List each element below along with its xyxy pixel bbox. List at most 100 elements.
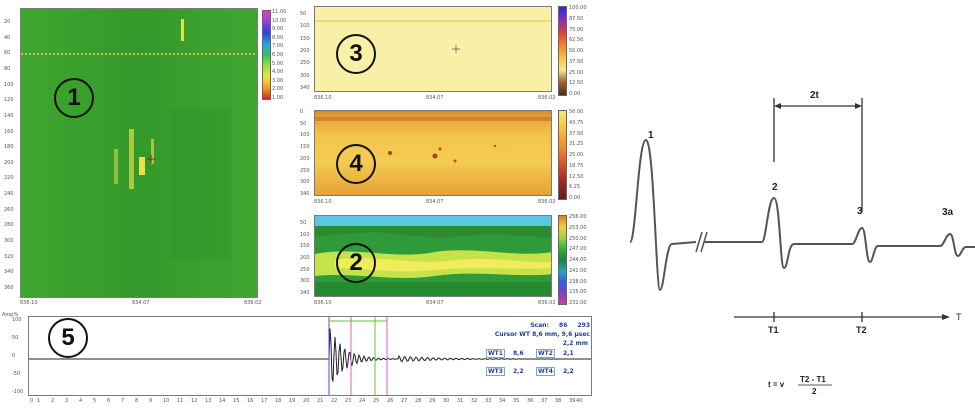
x-tick-label: 10 xyxy=(163,398,170,404)
x-tick-label: 12 xyxy=(191,398,198,404)
y-tick-label: 200 xyxy=(300,255,310,261)
y-tick-label: 100 xyxy=(300,132,310,139)
x-tick-label: 4 xyxy=(79,398,83,404)
scan-label: Scan: xyxy=(530,322,549,329)
x-tick-label: 834.07 xyxy=(426,95,444,101)
x-tick-label: 23 xyxy=(345,398,352,404)
x-tick-label: 33 xyxy=(485,398,492,404)
x-tick-label: 34 xyxy=(499,398,506,404)
x-tick-label: 6 xyxy=(107,398,111,404)
y-tick-label: 300 xyxy=(4,238,14,245)
y-tick-label: 260 xyxy=(4,206,14,213)
panel-3-label-circle: 3 xyxy=(336,34,376,74)
colorbar-label: 75.00 xyxy=(569,26,584,33)
colorbar-label: 87.50 xyxy=(569,15,584,22)
x-tick-label: 2 xyxy=(51,398,55,404)
x-tick-label: 25 xyxy=(373,398,380,404)
panel-1-label: 1 xyxy=(67,84,81,111)
colorbar-label: 31.25 xyxy=(569,141,584,148)
formula-lhs: t = v xyxy=(768,380,785,389)
x-tick-label: 37 xyxy=(541,398,548,404)
y-tick-label: 80 xyxy=(4,65,11,72)
panel-1: 20 40 60 80 100 120 140 160 180 200 220 240 260 280 30… xyxy=(0,0,290,308)
colorbar-label: 43.75 xyxy=(569,119,584,126)
x-tick-label: 36 xyxy=(527,398,534,404)
colorbar-label: 37.50 xyxy=(569,130,584,137)
colorbar-label: 37.50 xyxy=(569,58,584,65)
colorbar-label: 232.00 xyxy=(569,300,587,306)
x-tick-label: 836.02 xyxy=(244,300,262,306)
wt4-label: WT4 xyxy=(536,367,555,376)
y-tick-label: 100 xyxy=(4,81,14,88)
y-tick-label: 240 xyxy=(4,191,14,198)
y-tick-label: 250 xyxy=(300,167,310,174)
colorbar-label: 50.00 xyxy=(569,109,584,115)
y-tick-label: 340 xyxy=(300,290,310,296)
y-tick-label: 160 xyxy=(4,128,14,135)
x-tick-label: 836.10 xyxy=(20,300,38,306)
x-tick-label: 5 xyxy=(93,398,97,404)
y-tick-label: 300 xyxy=(300,179,310,186)
y-tick-label: 40 xyxy=(4,34,11,41)
colorbar-label: 9.00 xyxy=(272,26,284,33)
x-tick-label: 9 xyxy=(149,398,153,404)
x-tick-label: 24 xyxy=(359,398,366,404)
colorbar-label: 2.00 xyxy=(272,86,284,93)
colorbar-label: 12.50 xyxy=(569,173,584,180)
x-tick-label: 21 xyxy=(317,398,324,404)
panel-2-label: 2 xyxy=(349,249,363,276)
y-tick-label: -100 xyxy=(12,389,24,395)
formula-denominator: 2 xyxy=(812,387,817,396)
x-tick-label: 32 xyxy=(471,398,478,404)
peak-label-2: 2 xyxy=(772,182,778,193)
colorbar-label: 241.00 xyxy=(569,267,587,274)
panel-5: Amp% 100 50 0 -50 -100 0 1 2 3 4 5 6 7 8 9 10 11 12 13 14 1… xyxy=(0,312,596,407)
indication-mid2 xyxy=(139,157,145,175)
y-tick-label: 250 xyxy=(300,60,310,67)
panel-1-plot xyxy=(20,8,258,298)
peak-label-3: 3 xyxy=(857,206,863,217)
y-tick-label: 360 xyxy=(4,285,14,291)
y-tick-label: 280 xyxy=(4,222,14,229)
y-tick-label: 340 xyxy=(4,269,14,276)
interval-label: 2t xyxy=(810,90,820,101)
x-tick-label: 29 xyxy=(429,398,436,404)
colorbar-label: 4.00 xyxy=(272,69,284,76)
wt2-value: 2,1 xyxy=(562,350,574,357)
y-tick-label: 0 xyxy=(12,353,16,359)
colorbar-label: 256.00 xyxy=(569,214,587,220)
cursor-line: Cursor WT 8,6 mm, 9,6 µsec xyxy=(494,331,590,338)
peak-label-3a: 3a xyxy=(942,207,954,218)
x-tick-label: 14 xyxy=(219,398,226,404)
colorbar-label: 25.00 xyxy=(569,69,584,76)
colorbar-label: 253.00 xyxy=(569,224,587,231)
colorbar-label: 247.00 xyxy=(569,246,587,253)
x-tick-label: 836.10 xyxy=(314,300,332,306)
y-tick-label: 300 xyxy=(300,278,310,285)
panel-2-plot xyxy=(314,215,552,297)
y-tick-label: 120 xyxy=(4,97,14,104)
colorbar-label: 3.00 xyxy=(272,77,284,84)
y-tick-label: 50 xyxy=(12,335,19,341)
y-tick-label: 0 xyxy=(300,109,304,115)
formula-numerator: T2 - T1 xyxy=(800,375,826,384)
panel-3-label: 3 xyxy=(349,40,363,67)
colorbar-label: 250.00 xyxy=(569,235,587,242)
x-tick-label: 18 xyxy=(275,398,282,404)
cursor-line2: 2,2 mm xyxy=(562,340,588,347)
echo-diagram: 1 2 3 3a 2t T T1 T2 t = v T2 - T1 2 xyxy=(600,0,975,407)
x-tick-label: 834.07 xyxy=(426,300,444,306)
x-tick-label: 8 xyxy=(135,398,139,404)
x-tick-label: 39 xyxy=(569,398,576,404)
colorbar-label: 12.50 xyxy=(569,80,584,87)
indication-top xyxy=(181,19,184,41)
peak-label-1: 1 xyxy=(648,130,654,141)
colorbar-label: 10.00 xyxy=(272,17,287,24)
panel-1-texture xyxy=(21,9,257,297)
x-tick-label: 836.10 xyxy=(314,199,332,205)
y-tick-label: 200 xyxy=(300,155,310,162)
x-tick-label: 11 xyxy=(177,398,184,404)
x-tick-label: 27 xyxy=(401,398,408,404)
x-tick-label: 38 xyxy=(555,398,562,404)
time-axis-label: T xyxy=(956,312,962,322)
